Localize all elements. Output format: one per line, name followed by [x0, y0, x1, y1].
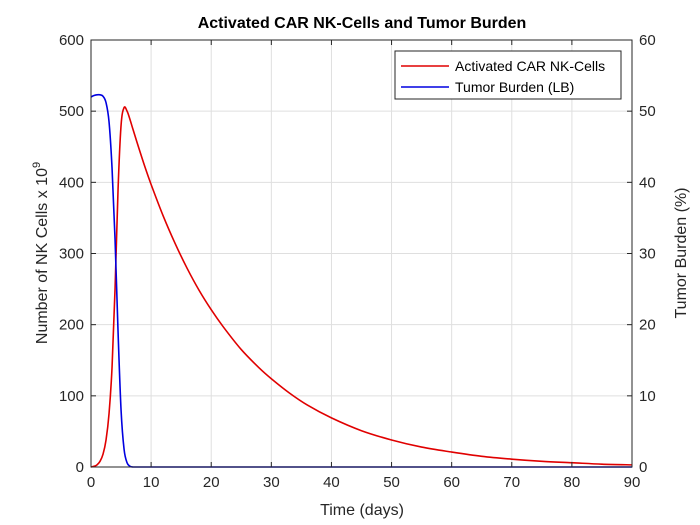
x-axis-title: Time (days): [320, 502, 404, 519]
x-tick-label: 70: [503, 474, 520, 491]
y-left-tick-label: 300: [59, 246, 84, 263]
legend-label-tumor-burden: Tumor Burden (LB): [455, 79, 574, 95]
x-tick-label: 80: [564, 474, 581, 491]
x-tick-label: 90: [624, 474, 641, 491]
y-right-tick-label: 60: [639, 32, 656, 49]
legend: Activated CAR NK-Cells Tumor Burden (LB): [394, 50, 622, 100]
y-right-tick-label: 10: [639, 388, 656, 405]
series-line-activated-car-nk-cells: [90, 106, 633, 468]
y-left-tick-label: 400: [59, 174, 84, 191]
x-tick-label: 50: [383, 474, 400, 491]
y-left-axis-title-exponent: 9: [31, 162, 43, 168]
y-left-tick-label: 0: [76, 459, 84, 476]
y-left-tick-label: 500: [59, 103, 84, 120]
axis-ticks: 0 10 20 30 40 50 60 70 80 90010020030040050060001…: [59, 32, 656, 491]
y-right-tick-label: 20: [639, 317, 656, 334]
x-tick-label: 10: [143, 474, 160, 491]
y-right-tick-label: 30: [639, 246, 656, 263]
y-left-tick-label: 100: [59, 388, 84, 405]
y-left-axis-title-base: Number of NK Cells x 10: [34, 168, 51, 344]
legend-box: [394, 50, 622, 100]
y-right-tick-label: 0: [639, 459, 647, 476]
y-left-axis-title: Number of NK Cells x 109: [31, 162, 51, 344]
x-tick-label: 60: [443, 474, 460, 491]
x-tick-label: 0: [87, 474, 95, 491]
x-tick-label: 40: [323, 474, 340, 491]
x-tick-label: 30: [263, 474, 280, 491]
y-right-tick-label: 50: [639, 103, 656, 120]
x-tick-label: 20: [203, 474, 220, 491]
legend-label-activated-car-nk-cells: Activated CAR NK-Cells: [455, 58, 605, 74]
y-right-tick-label: 40: [639, 174, 656, 191]
y-left-tick-label: 200: [59, 317, 84, 334]
y-right-axis-title: Tumor Burden (%): [673, 188, 690, 319]
y-left-tick-label: 600: [59, 32, 84, 49]
chart-title: Activated CAR NK-Cells and Tumor Burden: [198, 15, 527, 32]
